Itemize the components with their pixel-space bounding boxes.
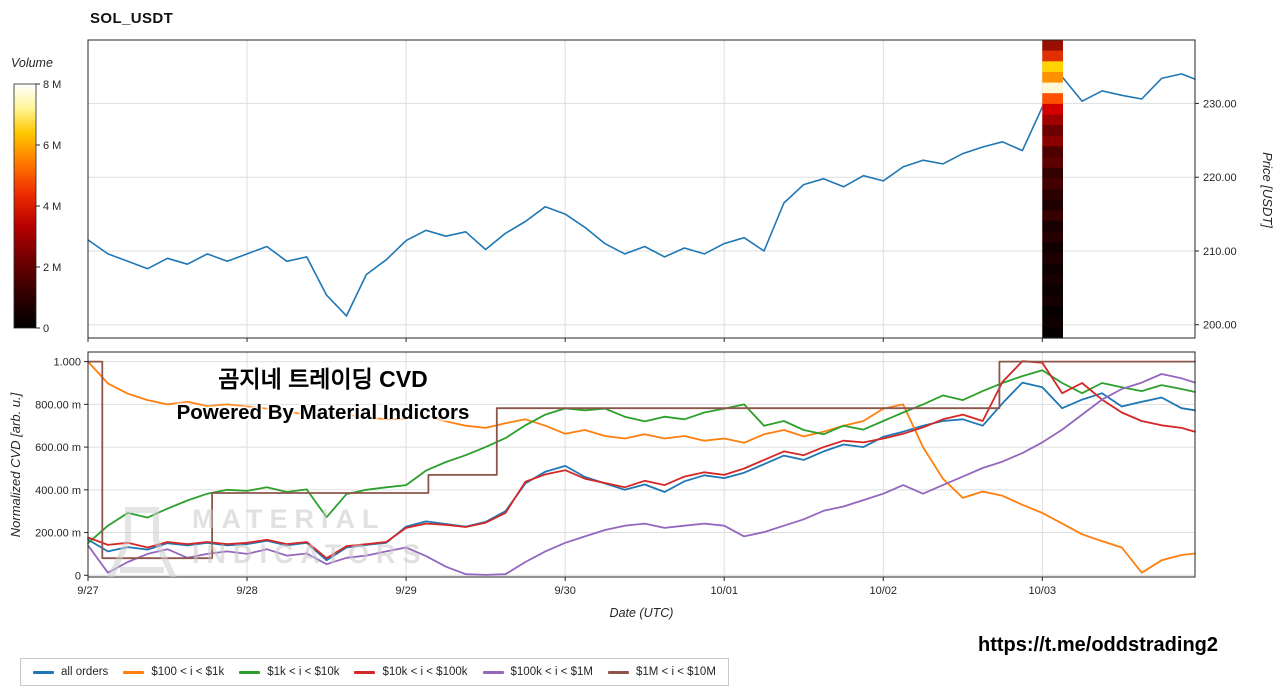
legend-item: $100k < i < $1M (482, 666, 593, 678)
legend-swatch (482, 670, 504, 674)
price-tick-label: 230.00 (1203, 98, 1237, 110)
date-tick-label: 9/27 (77, 585, 98, 597)
colorbar-tick-label: 2 M (43, 262, 61, 274)
legend-swatch (354, 670, 376, 674)
legend-swatch (123, 670, 145, 674)
legend-label: $1M < i < $10M (636, 666, 716, 678)
volume-heatmap-cell (1042, 40, 1063, 52)
volume-heatmap-cell (1042, 199, 1063, 211)
volume-heatmap-cell (1042, 295, 1063, 307)
volume-colorbar (13, 83, 37, 329)
price-tick-label: 210.00 (1203, 246, 1237, 258)
volume-heatmap-cell (1042, 210, 1063, 222)
volume-heatmap-cell (1042, 93, 1063, 105)
legend-swatch (33, 670, 54, 674)
x-axis-label: Date (UTC) (609, 606, 674, 620)
legend-label: $100k < i < $1M (510, 666, 593, 678)
legend-swatch (608, 670, 629, 674)
price-line (87, 73, 1196, 317)
gridlines (87, 40, 1195, 577)
date-tick-label: 10/01 (710, 585, 738, 597)
cvd-line-3 (87, 360, 1196, 560)
legend-item: $100 < i < $1k (123, 666, 224, 678)
date-tick-label: 10/02 (869, 585, 897, 597)
cvd-line-5 (87, 360, 1196, 560)
volume-heatmap-cell (1042, 71, 1063, 84)
volume-heatmap-cell (1042, 103, 1063, 116)
overlay-caption: 곰지네 트레이딩 CVD Powered By Material Indicto… (108, 360, 538, 425)
legend-item: all orders (33, 666, 108, 678)
volume-heatmap-cell (1042, 157, 1063, 169)
volume-heatmap-cell (1042, 114, 1063, 126)
legend-item: $1k < i < $10k (239, 666, 339, 678)
cvd-line-1 (87, 360, 1196, 574)
legend: all orders $100 < i < $1k $1k < i < $10k $1… (20, 658, 729, 686)
volume-heatmap-cell (1042, 82, 1063, 94)
volume-heatmap-cell (1042, 178, 1063, 190)
overlay-powered-by: Powered By Material Indictors (176, 401, 470, 424)
cvd-tick-label: 800.00 m (35, 399, 81, 411)
volume-heatmap-cell (1042, 274, 1063, 286)
legend-label: $1k < i < $10k (267, 666, 340, 678)
legend-label: $100 < i < $1k (151, 666, 225, 678)
date-tick-label: 9/28 (236, 585, 257, 597)
watermark-line1: MATERIAL (192, 504, 386, 534)
volume-heatmap-cell (1042, 284, 1063, 296)
watermark: MATERIAL INDICATORS (88, 498, 518, 577)
colorbar-tick-label: 6 M (43, 140, 61, 152)
price-tick-label: 220.00 (1203, 172, 1237, 184)
volume-heatmap-cell (1042, 146, 1063, 158)
legend-item: $10k < i < $100k (354, 666, 468, 678)
volume-heatmap-cell (1042, 125, 1063, 137)
volume-heatmap-cell (1042, 50, 1063, 62)
legend-item: $1M < i < $10M (608, 666, 716, 678)
volume-heatmap-cell (1042, 263, 1063, 275)
volume-heatmap-cell (1042, 231, 1063, 243)
volume-heatmap-cell (1042, 189, 1063, 201)
legend-swatch (239, 670, 261, 674)
price-series (87, 73, 1196, 317)
legend-label: all orders (61, 666, 109, 678)
price-axis-label: Price [USDT] (1260, 152, 1275, 228)
cvd-line-4 (87, 373, 1196, 576)
cvd-tick-label: 600.00 m (35, 442, 81, 454)
watermark-line2: INDICATORS (192, 539, 428, 569)
volume-heatmap-cell (1042, 242, 1063, 254)
volume-heatmap-cell (1042, 220, 1063, 233)
date-tick-label: 9/30 (554, 585, 575, 597)
telegram-link[interactable]: https://t.me/oddstrading2 (978, 634, 1218, 656)
watermark-text: MATERIAL INDICATORS (192, 502, 428, 572)
price-tick-label: 200.00 (1203, 320, 1237, 332)
date-tick-label: 9/29 (395, 585, 416, 597)
colorbar-tick-label: 0 (43, 323, 49, 335)
chart-canvas: 200.00 210.00 220.00 230.00 0 200.00 m 400.00 … (8, 39, 1275, 597)
date-tick-label: 10/03 (1029, 585, 1057, 597)
cvd-line-2 (87, 369, 1196, 545)
colorbar-title: Volume (11, 56, 53, 70)
chart-title: SOL_USDT (90, 10, 174, 27)
cvd-axis-label: Normalized CVD [arb. u.] (8, 392, 23, 537)
volume-heatmap-strip (1042, 40, 1063, 339)
volume-heatmap-cell (1042, 252, 1063, 265)
cvd-tick-label: 0 (75, 570, 81, 582)
volume-heatmap-cell (1042, 167, 1063, 179)
volume-heatmap-cell (1042, 61, 1063, 73)
overlay-korean-title: 곰지네 트레이딩 CVD (218, 366, 428, 392)
volume-heatmap-cell (1042, 306, 1063, 318)
volume-heatmap-cell (1042, 316, 1063, 328)
cvd-tick-label: 400.00 m (35, 485, 81, 497)
cvd-series (87, 360, 1196, 576)
cvd-tick-label: 1.000 (53, 357, 81, 369)
legend-label: $10k < i < $100k (382, 666, 468, 678)
volume-heatmap-cell (1042, 327, 1063, 339)
flask-icon (107, 507, 177, 577)
volume-heatmap-cell (1042, 135, 1063, 147)
axes: 200.00 210.00 220.00 230.00 0 200.00 m 400.00 … (35, 39, 1237, 597)
cvd-tick-label: 200.00 m (35, 528, 81, 540)
colorbar-tick-label: 4 M (43, 201, 61, 213)
volume-colorbar-group: 8 M 6 M 4 M 2 M 0 (13, 79, 61, 335)
cvd-line-0 (87, 381, 1196, 562)
colorbar-tick-label: 8 M (43, 79, 61, 91)
